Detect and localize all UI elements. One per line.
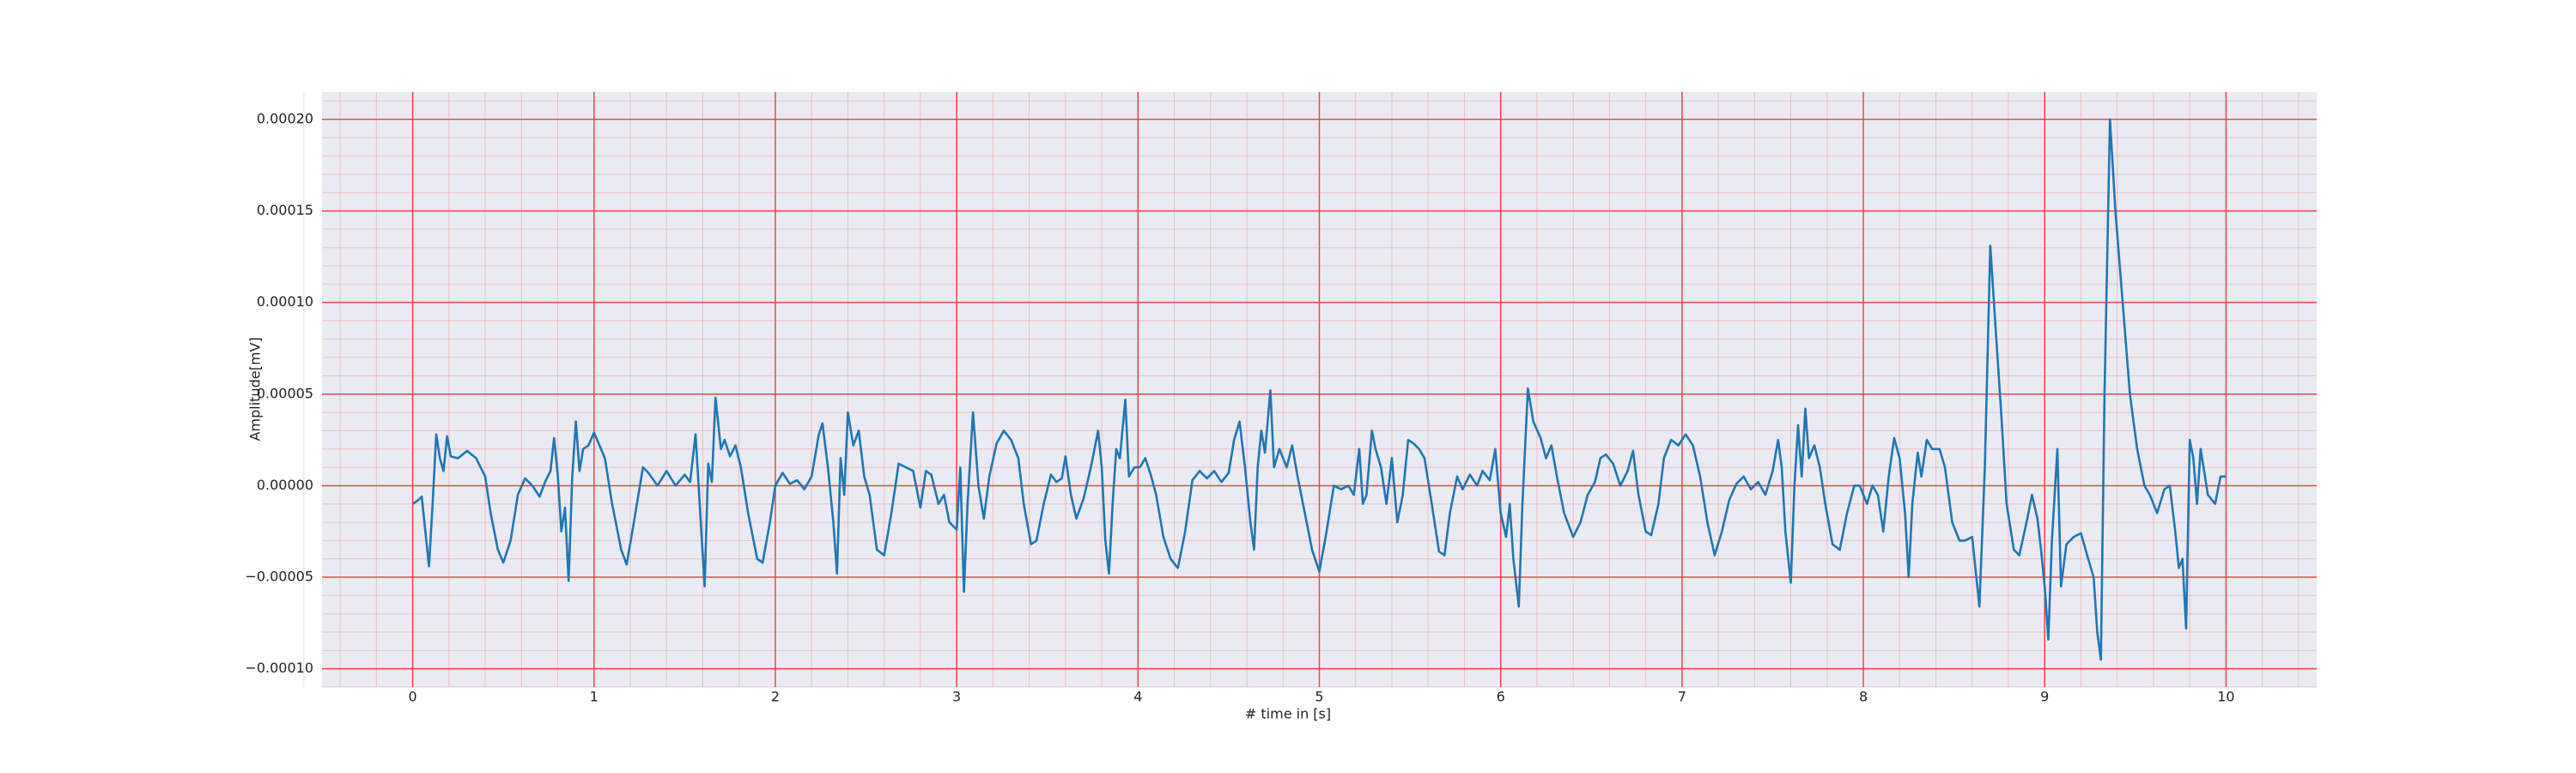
x-tick-label: 2 [771,689,780,705]
y-tick-label: 0.00000 [257,477,313,493]
x-tick-label: 0 [408,689,416,705]
x-tick-label: 4 [1133,689,1142,705]
tick-labels: 0 1 2 3 4 5 6 7 8 9 10 −0.00010 −0.00005 0.00000 0.000… [245,110,2234,704]
y-tick-label: 0.00010 [257,294,313,310]
series [411,118,2227,661]
y-tick-label: 0.00015 [257,202,313,218]
x-tick-label: 5 [1315,689,1323,705]
x-tick-label: 8 [1859,689,1868,705]
y-tick-label: −0.00005 [245,569,313,585]
y-tick-label: 0.00020 [257,110,313,126]
y-tick-label: −0.00010 [245,660,313,676]
y-axis-label: Amplitude[mV] [247,337,264,441]
grid [303,92,2317,688]
x-tick-label: 1 [590,689,598,705]
x-tick-label: 9 [2040,689,2049,705]
x-tick-label: 3 [952,689,961,705]
line [411,118,2227,661]
x-axis-label: # time in [s] [1245,706,1331,722]
x-tick-label: 7 [1678,689,1686,705]
x-tick-label: 6 [1497,689,1505,705]
y-tick-label: 0.00005 [257,385,313,401]
x-tick-label: 10 [2217,689,2234,705]
